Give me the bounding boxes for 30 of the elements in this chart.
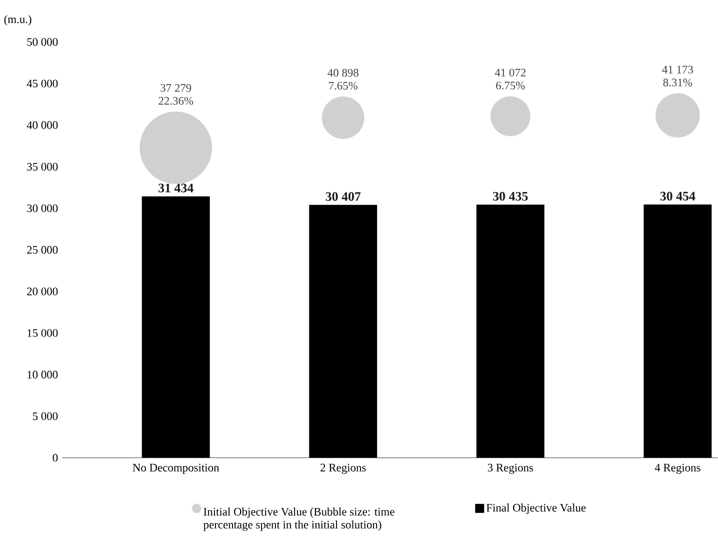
x-tick-label: 2 Regions [320,464,366,474]
legend-label: Initial Objective Value (Bubble size: time percentage spent in the initial solution) [203,508,394,532]
data-label: 31 434 [158,184,194,192]
y-tick-label: 25 000 [27,246,58,254]
data-label: 41 072 [494,68,526,77]
data-label: 30 407 [326,192,361,202]
x-tick-label: 4 Regions [654,464,700,474]
x-tick-label: No Decomposition [132,464,220,474]
y-tick-label: 5 000 [32,412,58,420]
y-tick-label: 0 [52,454,58,462]
y-tick-label: 50 000 [27,38,58,46]
annotation: 7.65% [329,82,358,90]
data-label: 30 454 [660,192,696,201]
y-tick-label: 45 000 [26,80,58,88]
y-tick-label: 35 000 [27,162,58,171]
annotation: 22.36% [158,97,194,105]
data-label: 41 173 [662,66,693,74]
data-label: 37 279 [160,84,192,92]
y-tick-label: 20 000 [27,288,58,296]
data-label: 40 898 [328,69,358,77]
y-tick-label: 40 000 [26,121,58,130]
annotation: 6.75% [496,82,525,90]
y-tick-label: 30 000 [27,204,58,212]
y-tick-label: 10 000 [28,370,58,379]
annotation: 8.31% [663,78,692,87]
legend-label: Final Objective Value [486,504,586,514]
data-label: 30 435 [493,192,528,201]
y-tick-label: 15 000 [28,329,58,338]
x-tick-label: 3 Regions [488,464,534,474]
y-axis-title: (m.u.) [4,15,32,26]
